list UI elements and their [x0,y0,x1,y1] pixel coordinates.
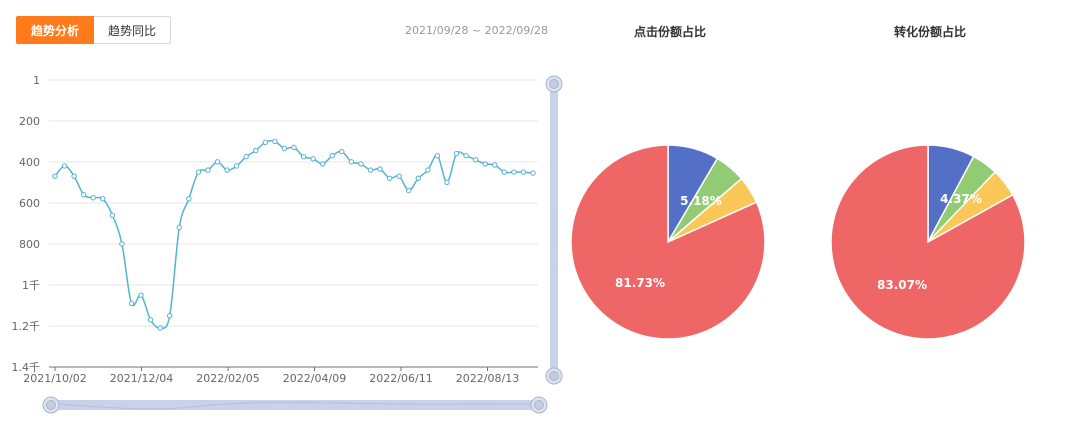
data-point [100,196,106,202]
x-tick-label: 2021/12/04 [110,372,173,385]
data-point [501,169,508,175]
data-point [319,161,326,167]
tab-group: 趋势分析 趋势同比 [16,16,172,44]
data-point [482,161,488,167]
tab-trend-yoy[interactable]: 趋势同比 [94,16,172,44]
data-point [119,241,125,247]
x-tick-label: 2022/08/13 [456,372,519,385]
y-tick-label: 1.4千 [12,361,41,374]
pie-label-small-slice: 5.18% [680,194,722,208]
data-point [167,313,173,319]
data-point [128,300,135,307]
data-point [530,170,536,176]
data-point [406,187,412,194]
vertical-slider-handle[interactable] [545,75,563,93]
y-tick-label: 800 [19,238,40,251]
conversion-share-title: 转化份额占比 [893,25,966,39]
data-point [453,150,460,157]
data-point [262,139,269,146]
data-point [147,317,154,323]
data-point [186,196,192,202]
data-point [511,169,517,175]
y-tick-label: 1千 [22,279,40,292]
conversion-share-pie-chart: 4.37% 83.07% [830,144,1026,340]
data-point [157,325,163,331]
data-point [291,144,297,151]
data-point [109,212,116,218]
pie-label-small-slice: 4.37% [940,192,982,206]
data-point [61,163,68,169]
handle-inner [549,371,559,381]
data-point [434,152,441,159]
data-point [214,159,221,165]
slider-preview-line [55,401,536,410]
data-point [472,157,479,163]
data-point [520,169,527,175]
data-point [195,169,202,175]
y-tick-label: 1.2千 [12,320,41,333]
data-point [233,163,240,169]
y-tick-label: 600 [19,197,40,210]
handle-inner [549,79,559,89]
horizontal-slider-handle[interactable] [42,396,60,414]
data-point [463,152,469,159]
data-point [281,145,288,152]
vertical-slider-handle[interactable] [545,367,563,385]
pie-slice [570,144,766,340]
data-point [224,167,230,173]
data-point [329,152,335,159]
x-tick-label: 2022/04/09 [283,372,346,385]
pie-label-main-slice: 83.07% [877,278,927,292]
data-point [80,191,87,198]
horizontal-slider-handle[interactable] [530,396,548,414]
data-point [272,138,278,145]
y-tick-label: 1 [33,74,40,87]
tab-trend-analysis[interactable]: 趋势分析 [16,16,95,44]
data-point [138,292,144,298]
data-point [348,159,355,165]
date-range: 2021/09/28 ~ 2022/09/28 [405,24,549,37]
pie-label-main-slice: 81.73% [615,276,665,290]
data-point [492,162,498,168]
data-point [71,173,77,179]
data-point [243,154,249,160]
data-point [253,147,259,154]
data-point [367,167,374,173]
rank-series-line [54,140,534,329]
handle-inner [46,400,56,410]
data-point [339,148,345,155]
data-point [205,167,211,173]
data-point [90,195,96,201]
data-point [176,224,182,231]
data-point [444,179,450,186]
vertical-zoom-slider[interactable] [550,84,558,376]
data-point [386,175,393,181]
click-share-title: 点击份额占比 [633,25,706,39]
data-point [52,173,58,179]
y-tick-label: 200 [19,115,40,128]
data-point [300,154,307,160]
horizontal-zoom-slider[interactable] [51,400,539,410]
click-share-pie-chart: 5.18% 81.73% [570,144,766,340]
data-point [377,166,383,172]
data-point [396,173,402,179]
data-point [415,175,421,181]
x-tick-label: 2022/06/11 [369,372,432,385]
data-point [358,161,364,167]
x-tick-label: 2022/02/05 [196,372,259,385]
data-point [425,167,431,173]
x-tick-label: 2021/10/02 [23,372,86,385]
handle-inner [534,400,544,410]
y-tick-label: 400 [19,156,40,169]
pie-slice [830,144,1026,340]
data-point [310,156,316,162]
